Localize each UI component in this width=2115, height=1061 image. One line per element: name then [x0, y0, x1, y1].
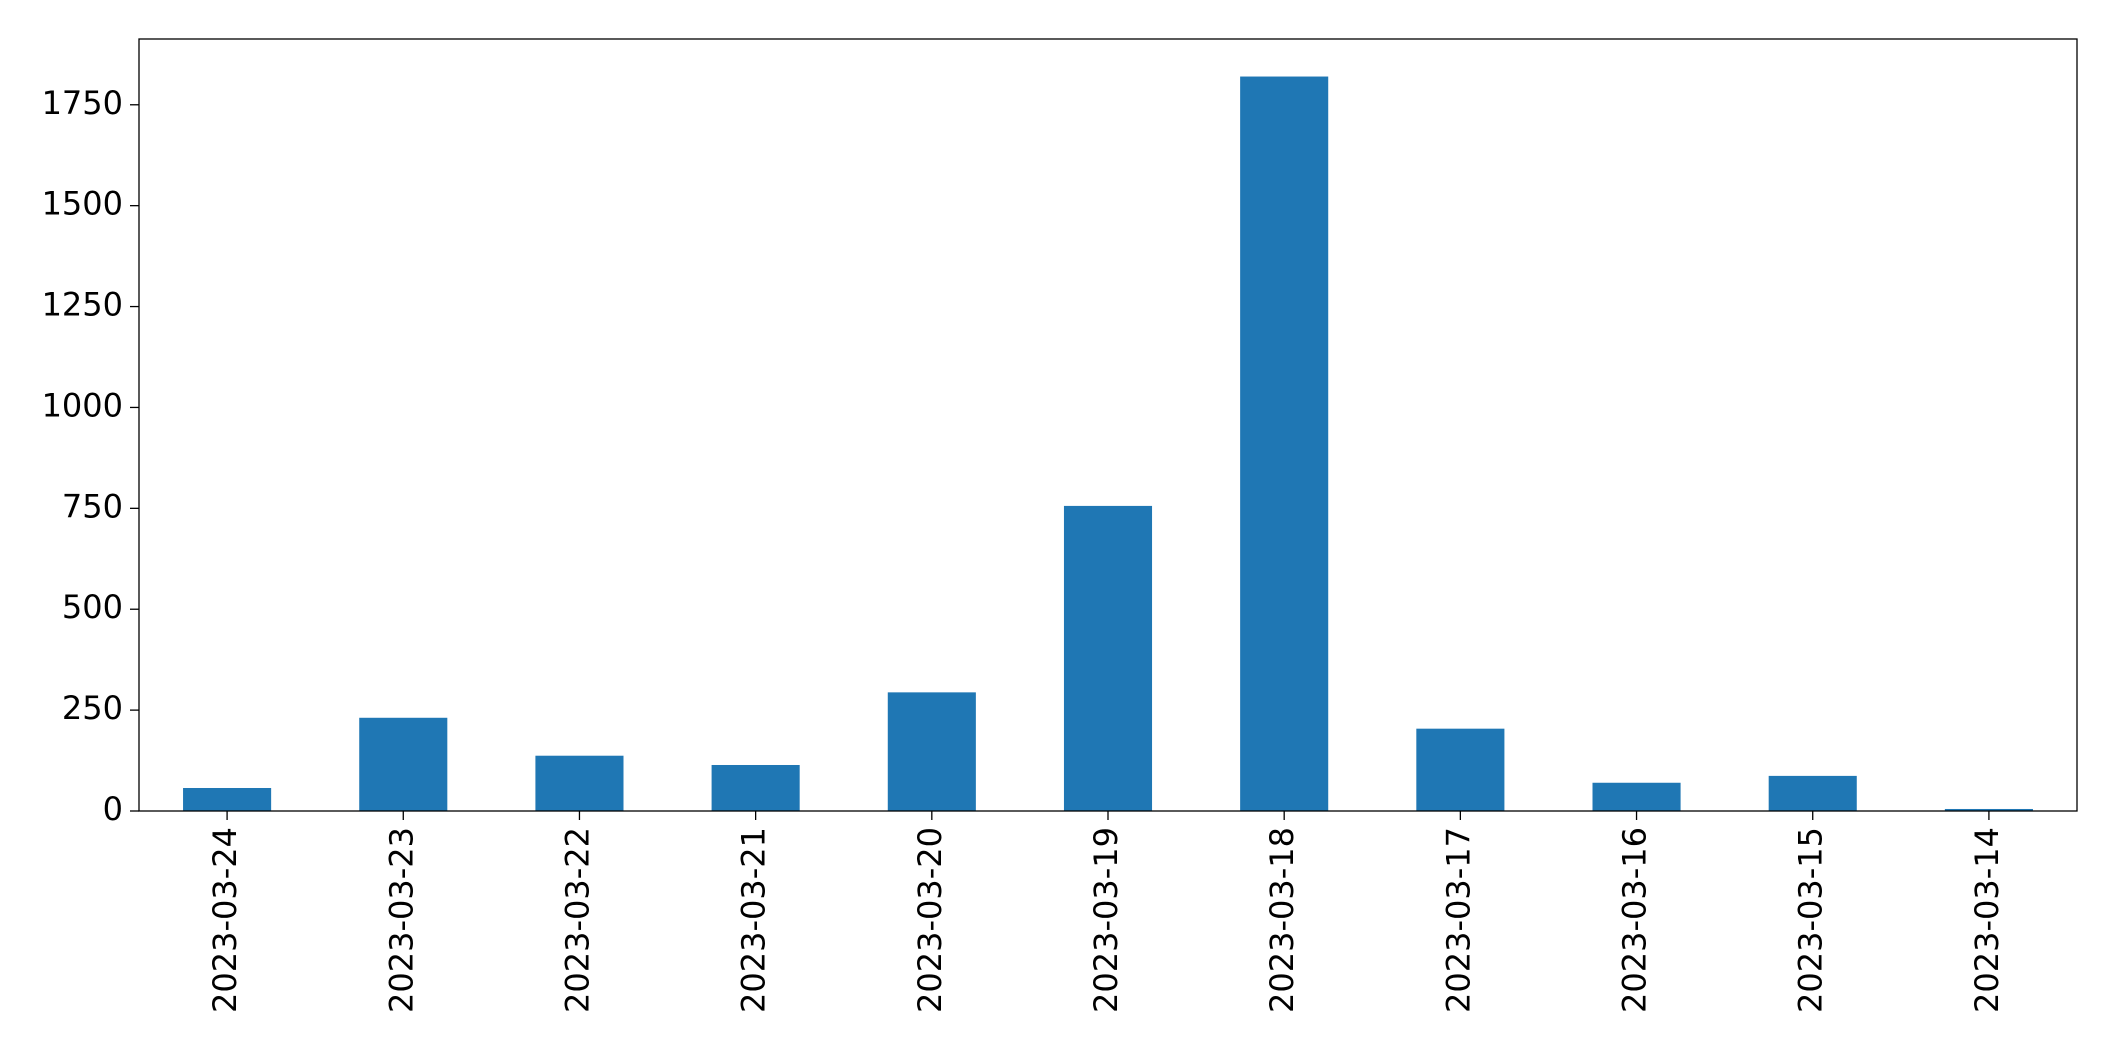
bar: [1944, 808, 2033, 811]
bar: [711, 764, 800, 811]
bar: [183, 787, 272, 811]
x-tick-label: 2023-03-22: [558, 827, 596, 1013]
y-tick-label: 750: [62, 487, 123, 525]
y-tick-label: 1500: [42, 185, 123, 223]
x-tick-label: 2023-03-24: [206, 827, 244, 1013]
x-tick-label: 2023-03-14: [1968, 827, 2006, 1013]
y-tick-label: 1750: [42, 84, 123, 122]
y-tick-label: 1250: [42, 286, 123, 324]
y-tick-label: 500: [62, 588, 123, 626]
x-tick-label: 2023-03-19: [1087, 827, 1125, 1013]
x-tick-label: 2023-03-17: [1439, 827, 1477, 1013]
x-tick-label: 2023-03-16: [1616, 827, 1654, 1013]
plot-frame: [138, 38, 2078, 812]
bar: [1063, 505, 1153, 811]
y-tick-label: 0: [103, 790, 123, 828]
x-tick-label: 2023-03-20: [911, 827, 949, 1013]
bar: [1416, 728, 1505, 811]
bar: [359, 717, 448, 811]
bar: [1240, 76, 1329, 811]
y-tick-label: 250: [62, 689, 123, 727]
bar: [887, 692, 976, 811]
x-tick-label: 2023-03-15: [1792, 827, 1830, 1013]
bar: [1592, 782, 1681, 811]
bar: [535, 755, 624, 811]
x-tick-label: 2023-03-23: [382, 827, 420, 1013]
x-tick-label: 2023-03-21: [735, 827, 773, 1013]
y-tick-label: 1000: [42, 386, 123, 424]
x-tick-label: 2023-03-18: [1263, 827, 1301, 1013]
bar: [1768, 775, 1857, 811]
